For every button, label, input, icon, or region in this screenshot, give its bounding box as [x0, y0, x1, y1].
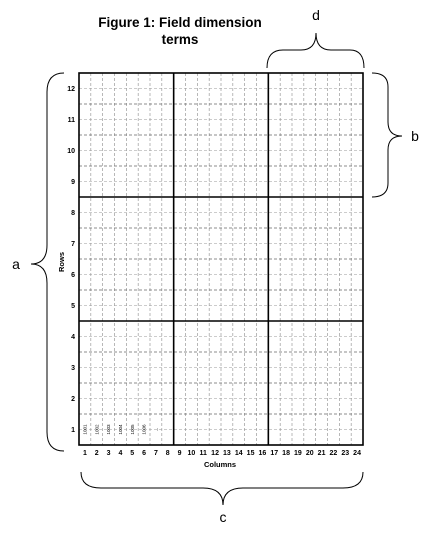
brace-a — [30, 72, 65, 452]
brace-b — [371, 72, 403, 198]
column-tick-label: 23 — [341, 450, 349, 457]
column-tick-label: 13 — [223, 450, 231, 457]
brace-c — [80, 471, 364, 506]
column-tick-label: 5 — [130, 450, 134, 457]
column-tick-label: 18 — [282, 450, 290, 457]
column-tick-label: 11 — [200, 450, 208, 457]
row-tick-label: 8 — [71, 210, 75, 217]
plot-labels: 1001 1002 1003 1004 1005 1006... — [82, 424, 158, 435]
brace-b-label: b — [411, 128, 419, 144]
column-tick-label: 1 — [83, 450, 87, 457]
column-tick-label: 3 — [107, 450, 111, 457]
field-border — [78, 72, 364, 446]
column-tick-label: 12 — [211, 450, 219, 457]
y-axis-label: Rows — [57, 252, 66, 272]
column-tick-label: 7 — [154, 450, 158, 457]
column-tick-label: 9 — [178, 450, 182, 457]
row-tick-label: 4 — [71, 334, 75, 341]
row-tick-label: 5 — [71, 303, 75, 310]
row-tick-label: 2 — [71, 396, 75, 403]
brace-a-label: a — [12, 256, 20, 272]
x-axis-label: Columns — [204, 460, 236, 469]
plot-number-label: ... — [153, 428, 158, 432]
column-tick-label: 10 — [188, 450, 196, 457]
row-tick-label: 11 — [68, 117, 76, 124]
column-tick-label: 14 — [235, 450, 243, 457]
axis-ticks: 1 2 3 4 5 6 7 8 9 10 11 12 13 14 15 16 17 18 19 20 21 22 23 241… — [67, 86, 361, 457]
figure-title-line-1: Figure 1: Field dimension — [98, 15, 262, 30]
plot-number-label: 1001 — [82, 424, 87, 435]
column-tick-label: 2 — [95, 450, 99, 457]
row-tick-label: 9 — [71, 179, 75, 186]
row-tick-label: 7 — [71, 241, 75, 248]
column-tick-label: 24 — [353, 450, 361, 457]
figure-title: Figure 1: Field dimension terms — [60, 14, 300, 48]
plot-number-label: 1002 — [94, 424, 99, 435]
plot-number-label: 1005 — [130, 424, 135, 435]
field-grid — [78, 72, 364, 446]
plot-number-label: 1006 — [142, 424, 147, 435]
column-tick-label: 15 — [247, 450, 255, 457]
brace-d — [266, 32, 365, 69]
column-tick-label: 17 — [270, 450, 278, 457]
figure-title-line-2: terms — [161, 32, 199, 47]
plot-number-label: 1003 — [106, 424, 111, 435]
column-tick-label: 19 — [294, 450, 302, 457]
row-tick-label: 1 — [71, 427, 75, 434]
column-tick-label: 20 — [306, 450, 314, 457]
column-tick-label: 8 — [166, 450, 170, 457]
column-tick-label: 6 — [142, 450, 146, 457]
row-tick-label: 12 — [67, 86, 75, 93]
plot-number-label: 1004 — [118, 424, 123, 435]
row-tick-label: 10 — [67, 148, 75, 155]
column-tick-label: 16 — [259, 450, 267, 457]
column-tick-label: 21 — [318, 450, 326, 457]
brace-d-label: d — [312, 7, 320, 23]
column-tick-label: 22 — [330, 450, 338, 457]
brace-c-label: c — [220, 509, 227, 525]
row-tick-label: 3 — [71, 365, 75, 372]
column-tick-label: 4 — [118, 450, 122, 457]
row-tick-label: 6 — [71, 272, 75, 279]
